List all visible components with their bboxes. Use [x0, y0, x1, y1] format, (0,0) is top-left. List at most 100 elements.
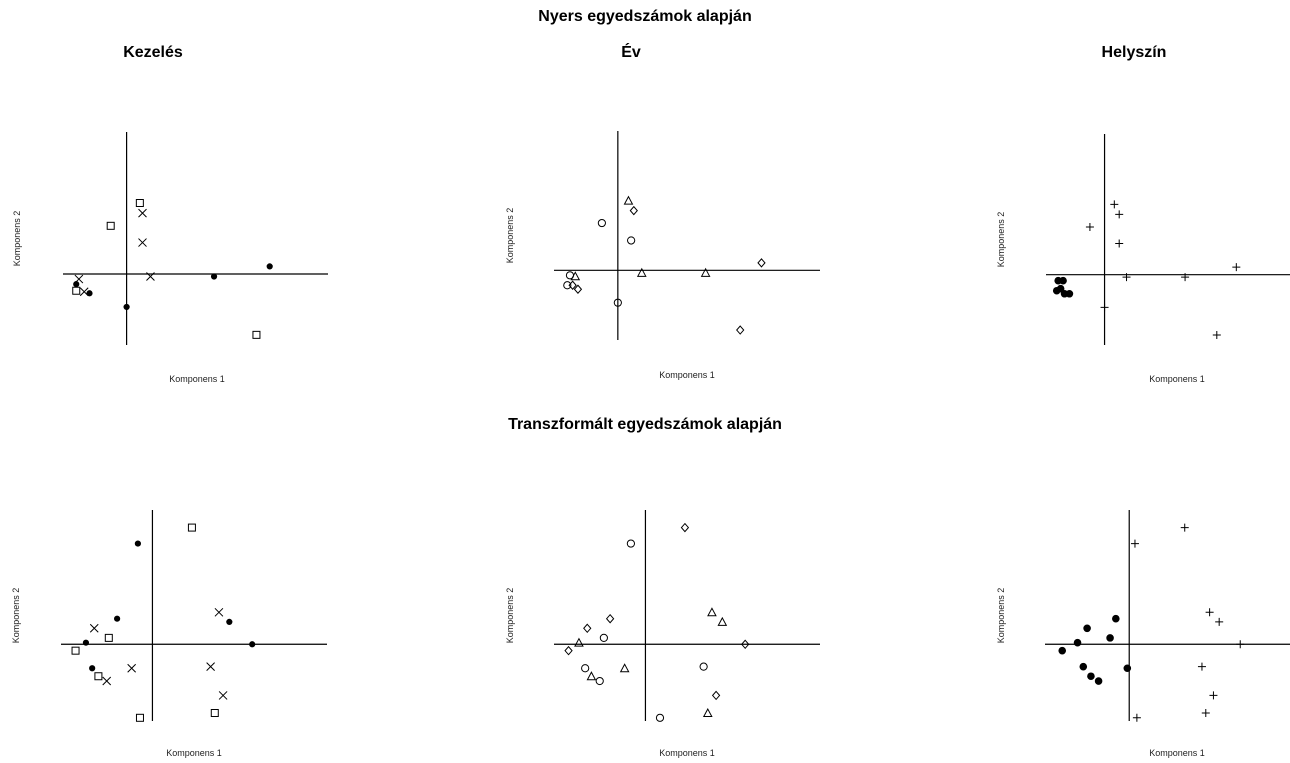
data-point-diamond	[757, 258, 766, 268]
data-point-triangle	[702, 707, 713, 718]
column-title-site: Helyszín	[1101, 44, 1167, 61]
data-point-plus	[1205, 608, 1214, 617]
data-point-square	[252, 330, 261, 339]
scatter-panel-1: Komponens 1 Komponens 2	[12, 132, 328, 384]
data-point-circle	[599, 633, 608, 642]
data-point-triangle	[574, 637, 584, 647]
data-point-dot	[1112, 614, 1120, 623]
data-point-x	[146, 272, 155, 281]
data-point-circle	[597, 218, 606, 228]
data-point-plus	[1215, 617, 1224, 626]
data-point-circle	[626, 539, 635, 548]
data-point-plus	[1197, 662, 1206, 671]
data-point-diamond	[741, 639, 750, 650]
data-point-triangle	[700, 267, 711, 277]
data-point-square	[135, 713, 144, 722]
data-point-plus	[1232, 263, 1241, 272]
data-point-square	[71, 646, 80, 655]
raw-section-title: Nyers egyedszámok alapján	[538, 8, 752, 25]
data-point-star	[134, 540, 141, 547]
data-point-diamond	[629, 205, 638, 216]
data-point-diamond	[711, 690, 721, 701]
data-point-x	[138, 238, 147, 247]
data-point-star	[86, 290, 93, 297]
data-point-star	[123, 303, 130, 311]
data-point-plus	[1180, 523, 1189, 532]
data-point-star	[226, 618, 233, 625]
y-axis-label: Komponens 2	[996, 212, 1006, 268]
data-point-dot	[1087, 672, 1095, 681]
data-point-square	[210, 709, 219, 718]
x-axis-label: Komponens 1	[659, 370, 715, 380]
data-point-dot	[1065, 289, 1074, 298]
data-point-dot	[1094, 677, 1103, 685]
data-point-dot	[1106, 634, 1114, 642]
data-point-star	[89, 665, 96, 672]
data-point-diamond	[680, 522, 690, 533]
data-point-plus	[1115, 210, 1124, 219]
data-point-circle	[627, 236, 636, 245]
data-point-plus	[1181, 273, 1190, 282]
data-point-x	[218, 691, 228, 700]
data-point-plus	[1209, 691, 1218, 700]
y-axis-label: Komponens 2	[505, 208, 515, 264]
data-point-triangle	[619, 663, 630, 673]
x-axis-label: Komponens 1	[1149, 374, 1205, 384]
data-point-star	[249, 641, 256, 648]
data-point-plus	[1236, 640, 1245, 649]
data-point-x	[214, 607, 224, 617]
x-axis-label: Komponens 1	[166, 748, 222, 758]
data-point-diamond	[573, 284, 583, 295]
scatter-panel-4: Komponens 1 Komponens 2	[11, 510, 327, 758]
scatter-panel-3: Komponens 1 Komponens 2	[996, 134, 1290, 384]
x-axis-label: Komponens 1	[169, 374, 225, 384]
data-point-triangle	[707, 607, 717, 617]
data-point-triangle	[586, 671, 597, 681]
y-axis-label: Komponens 2	[996, 588, 1006, 644]
data-point-x	[127, 663, 137, 673]
x-axis-label: Komponens 1	[659, 748, 715, 758]
data-point-dot	[1058, 646, 1067, 655]
data-point-plus	[1122, 273, 1131, 282]
data-point-plus	[1201, 709, 1210, 718]
column-title-treatment: Kezelés	[123, 44, 183, 61]
data-point-dot	[1059, 276, 1067, 285]
data-point-x	[89, 623, 99, 633]
data-point-dot	[1123, 664, 1132, 673]
data-point-x	[206, 662, 215, 672]
y-axis-label: Komponens 2	[12, 211, 22, 267]
data-point-circle	[613, 298, 622, 307]
data-point-x	[102, 676, 112, 686]
column-title-year: Év	[621, 44, 641, 61]
data-point-star	[73, 281, 80, 288]
data-point-plus	[1110, 200, 1119, 209]
data-point-square	[135, 199, 144, 207]
data-point-square	[104, 633, 113, 642]
scatter-panel-6: Komponens 1 Komponens 2	[996, 510, 1290, 758]
data-point-star	[114, 615, 121, 622]
data-point-diamond	[605, 613, 615, 624]
data-point-square	[187, 523, 196, 532]
data-point-x	[138, 208, 147, 218]
y-axis-label: Komponens 2	[505, 588, 515, 644]
data-point-plus	[1115, 239, 1124, 248]
data-point-plus	[1212, 330, 1221, 339]
data-point-star	[210, 273, 218, 280]
data-point-triangle	[623, 195, 634, 205]
data-point-diamond	[736, 325, 745, 335]
data-point-circle	[563, 281, 572, 290]
data-point-dot	[1079, 662, 1088, 671]
data-point-diamond	[568, 280, 577, 291]
scatter-panel-2: Komponens 1 Komponens 2	[505, 131, 820, 380]
data-point-square	[106, 221, 115, 230]
data-point-circle	[655, 713, 665, 722]
data-point-plus	[1130, 539, 1139, 548]
x-axis-label: Komponens 1	[1149, 748, 1205, 758]
data-point-dot	[1083, 624, 1091, 633]
data-point-dot	[1056, 284, 1065, 293]
data-point-plus	[1085, 222, 1094, 231]
transformed-section-title: Transzformált egyedszámok alapján	[508, 416, 782, 433]
data-point-diamond	[564, 645, 573, 656]
scatter-panel-5: Komponens 1 Komponens 2	[505, 510, 820, 758]
data-point-triangle	[570, 271, 581, 281]
